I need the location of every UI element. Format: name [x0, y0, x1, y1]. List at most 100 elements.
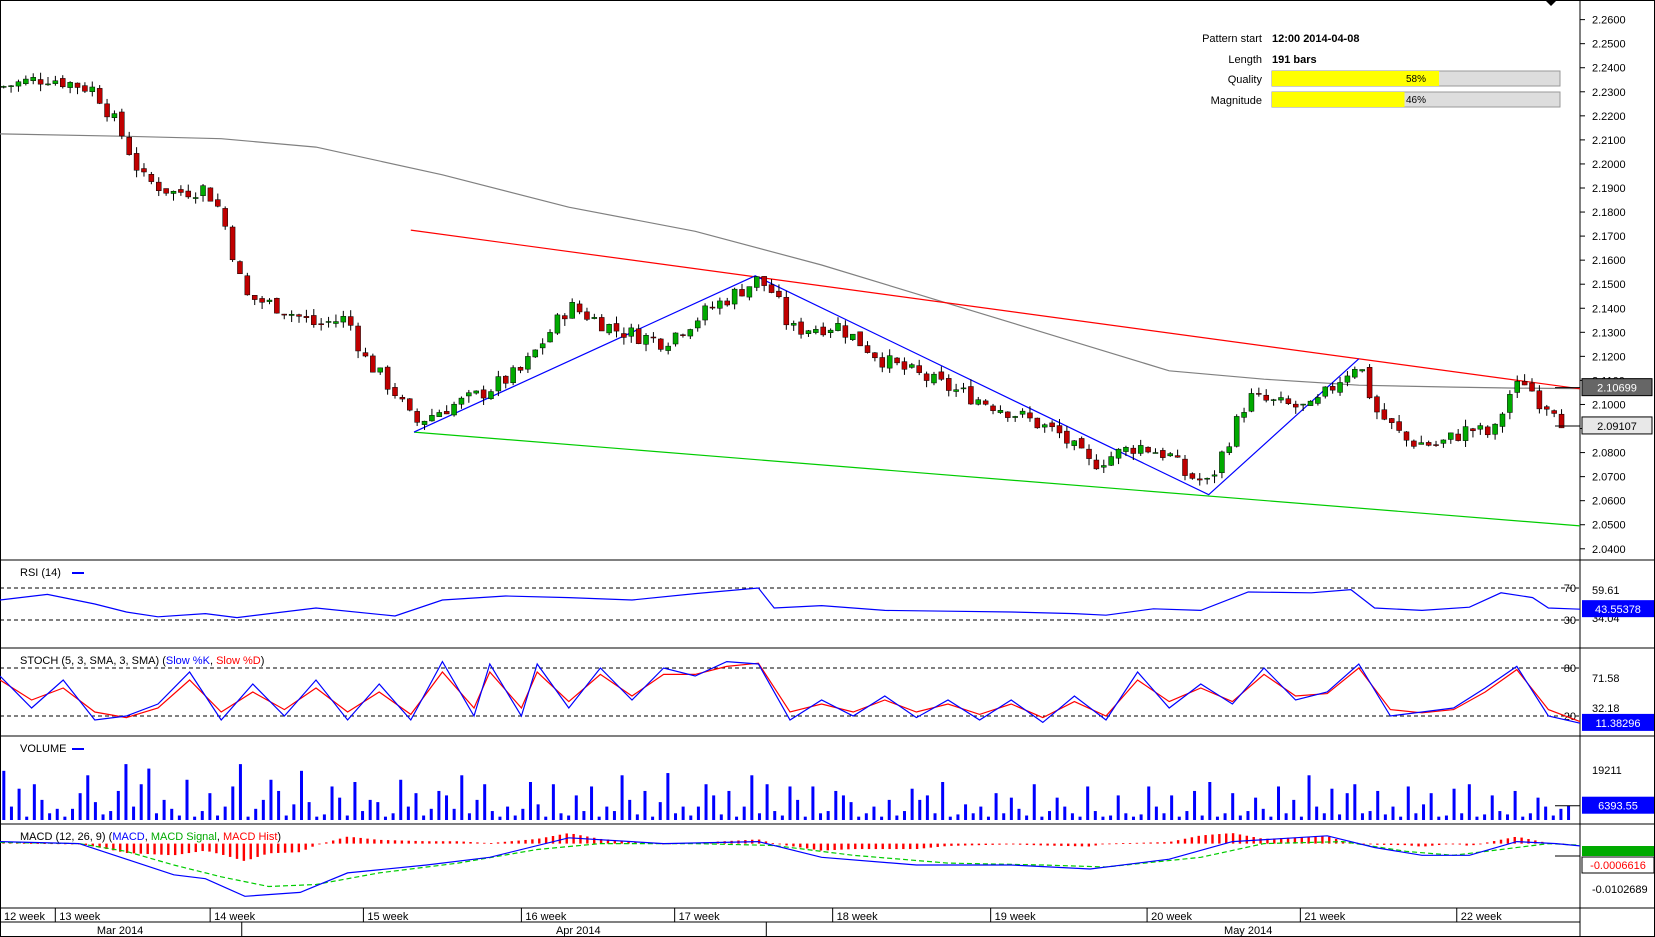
macd-hist-bar	[812, 843, 816, 850]
candle-body	[370, 355, 376, 373]
price-labels: 2.10699 2.09107	[1555, 378, 1653, 435]
candle-body	[104, 103, 110, 118]
macd-hist-bar	[386, 840, 390, 844]
candle-body	[222, 208, 228, 227]
macd-hist-bar	[194, 843, 197, 853]
volume-bar	[551, 784, 555, 820]
candle-body	[1064, 430, 1070, 444]
candle-body	[658, 338, 664, 350]
candle-body	[1425, 442, 1432, 446]
macd-hist-bar	[895, 843, 898, 850]
volume-bar	[574, 795, 578, 820]
macd-hist-bar	[977, 843, 981, 846]
candle-body	[399, 397, 406, 400]
volume-bar	[1551, 815, 1555, 820]
macd-hist-bar	[435, 841, 438, 844]
macd-hist-bar	[283, 843, 287, 853]
candle-body	[1130, 447, 1137, 454]
volume-title: VOLUME	[20, 743, 66, 755]
candle-body	[119, 111, 125, 137]
macd-hist-bar	[146, 843, 149, 855]
macd-hist-bar	[1012, 843, 1015, 845]
candlesticks	[0, 72, 1565, 486]
candle-body	[1086, 448, 1092, 459]
time-axis: 12 week 13 week 14 week 15 week 16 week 17 we…	[0, 908, 1580, 937]
macd-hist-bar	[1163, 842, 1166, 844]
macd-hist-bar	[9, 842, 12, 844]
volume-bar	[620, 775, 624, 820]
volume-bar	[513, 815, 517, 820]
volume-bar	[803, 816, 807, 820]
volume-bar	[9, 806, 13, 820]
dropdown-marker-icon[interactable]	[1545, 0, 1557, 6]
price-tick-label: 2.2200	[1592, 111, 1626, 123]
macd-hist-bar	[407, 840, 410, 844]
volume-bar	[506, 806, 510, 820]
candle-body	[953, 389, 959, 392]
candle-body	[613, 323, 620, 332]
volume-bar	[299, 770, 303, 820]
candle-body	[798, 321, 804, 335]
macd-hist-bar	[867, 843, 871, 850]
pattern-lines	[410, 229, 1581, 527]
volume-bar	[788, 786, 792, 820]
volume-bar	[338, 797, 342, 820]
volume-bar	[582, 811, 586, 820]
macd-hist-bar	[1389, 843, 1393, 845]
volume-bar	[986, 816, 990, 820]
macd-hist-bar	[29, 843, 33, 844]
candle-body	[473, 390, 479, 394]
volume-bar	[429, 808, 433, 820]
macd-hist-bar	[228, 843, 232, 857]
macd-hist-bar	[1142, 842, 1145, 844]
support-line	[413, 431, 1581, 527]
macd-hist-bar	[531, 839, 534, 844]
macd-hist-bar	[366, 838, 369, 844]
volume-bar	[1406, 786, 1410, 820]
candle-body	[916, 365, 922, 373]
volume-bar	[2, 770, 6, 820]
volume-bar	[590, 786, 594, 820]
candle-body	[938, 371, 945, 380]
volume-bar	[910, 788, 914, 820]
macd-hist-bar	[1115, 843, 1118, 845]
macd-hist-bar	[1273, 838, 1276, 844]
volume-bar	[25, 816, 29, 820]
volume-bar	[773, 811, 777, 820]
macd-hist-bar	[1437, 843, 1441, 846]
macd-hist-bar	[1005, 843, 1008, 845]
macd-signal-label: 0.0000000	[1594, 847, 1642, 858]
price-axis: 2.2600 2.2500 2.2400 2.2300 2.2200 2.2100 2.20…	[1580, 15, 1626, 556]
macd-hist-bar	[1060, 843, 1063, 846]
candle-body	[510, 367, 516, 384]
candle-body	[495, 376, 502, 392]
candle-body	[23, 78, 29, 85]
macd-hist-bar	[359, 837, 362, 844]
candle-body	[909, 364, 915, 368]
macd-hist-bar	[915, 843, 919, 849]
volume-bar	[612, 811, 616, 820]
volume-bar	[330, 786, 334, 820]
macd-hist-bar	[1527, 839, 1530, 844]
volume-bar	[284, 815, 288, 820]
volume-bar	[460, 775, 464, 820]
volume-bar	[796, 799, 800, 820]
macd-hist-bar	[1486, 842, 1489, 844]
volume-bar	[1147, 786, 1151, 820]
candle-body	[1027, 412, 1033, 419]
candle-body	[163, 188, 169, 194]
macd-hist-bar	[242, 843, 246, 861]
macd-hist-bar	[586, 836, 589, 844]
candle-body	[1396, 421, 1402, 431]
candle-body	[776, 290, 782, 298]
candle-body	[1019, 410, 1026, 415]
macd-axis-label: -0.0102689	[1592, 884, 1648, 896]
macd-hist-bar	[496, 842, 500, 844]
candle-body	[251, 295, 258, 300]
candle-body	[532, 349, 539, 358]
stoch-current-label: 11.38296	[1595, 718, 1640, 730]
week-label: 15 week	[367, 911, 408, 923]
macd-hist-bar	[36, 843, 39, 844]
volume-bar	[1444, 815, 1448, 820]
